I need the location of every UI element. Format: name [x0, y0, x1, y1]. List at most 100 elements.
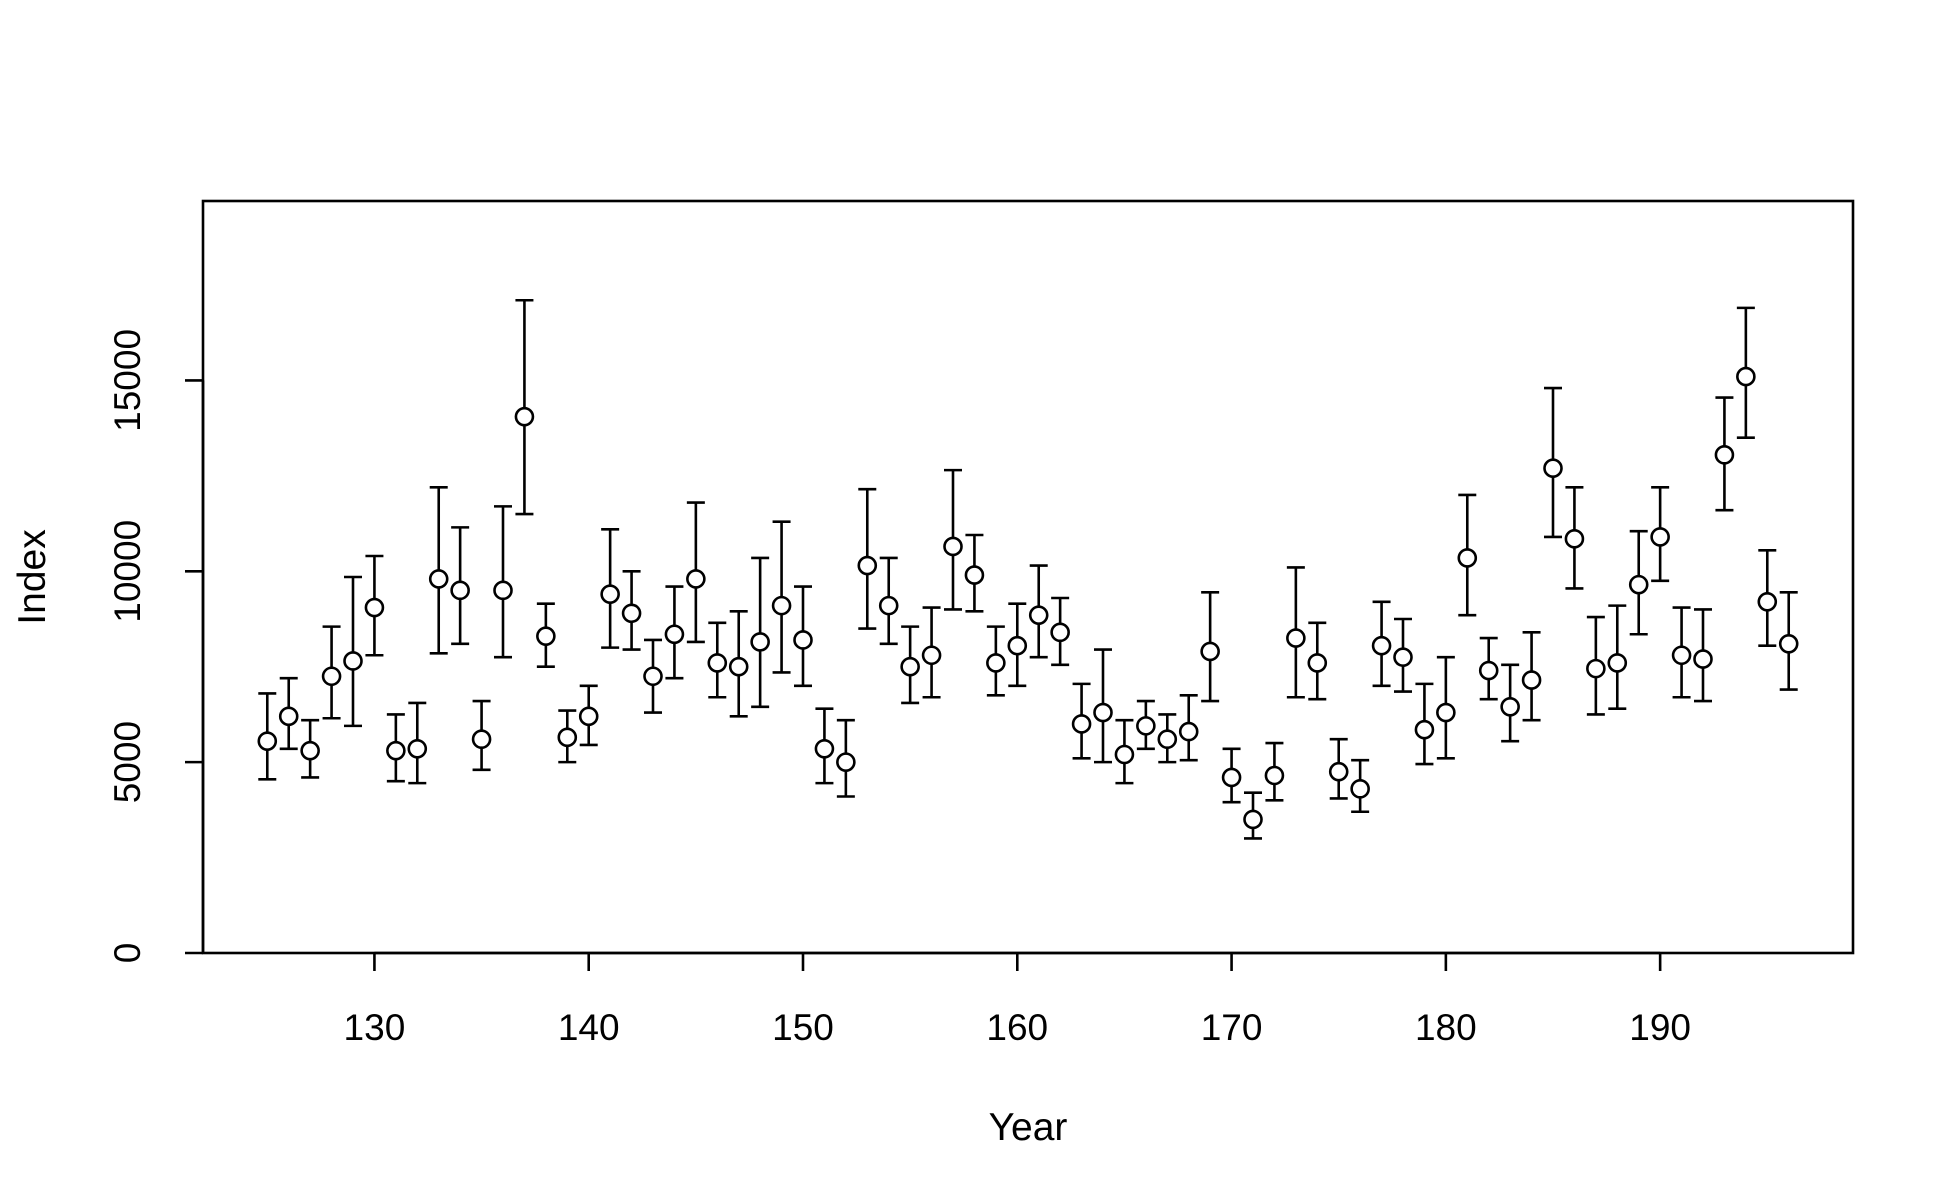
point-marker	[300, 740, 320, 761]
point-marker	[1371, 635, 1392, 656]
point-marker	[900, 656, 920, 677]
point-marker	[1136, 716, 1156, 736]
point-marker	[536, 626, 556, 646]
data-point	[1350, 758, 1370, 814]
data-point	[1693, 608, 1713, 703]
data-point	[686, 501, 706, 644]
point-marker	[1178, 721, 1199, 742]
point-marker	[1071, 714, 1092, 734]
y-axis: 0 5000 10000 15000	[107, 329, 205, 963]
point-marker	[1693, 649, 1713, 669]
point-marker	[664, 624, 685, 645]
data-point	[1200, 590, 1220, 703]
point-marker	[1586, 658, 1606, 679]
data-point	[600, 527, 620, 649]
data-point	[1478, 636, 1499, 701]
point-marker	[1628, 574, 1649, 595]
data-points	[257, 298, 1799, 840]
y-axis-label: Index	[11, 529, 54, 625]
y-tick-label: 5000	[107, 721, 148, 803]
data-point	[814, 707, 835, 785]
data-point	[278, 676, 299, 751]
plot-frame	[201, 199, 1855, 955]
point-marker	[1328, 761, 1349, 782]
point-marker	[1050, 622, 1070, 643]
point-marker	[793, 630, 813, 650]
data-point	[1436, 655, 1456, 760]
x-tick-label: 170	[1201, 1007, 1263, 1048]
point-marker	[1671, 645, 1692, 666]
point-marker	[1650, 527, 1670, 547]
data-point	[836, 718, 856, 798]
data-point	[1500, 663, 1520, 743]
point-marker	[686, 569, 706, 589]
data-point	[1521, 631, 1542, 722]
y-tick-label: 15000	[107, 329, 148, 432]
data-point	[364, 554, 385, 657]
data-point	[964, 533, 985, 613]
point-marker	[471, 729, 492, 750]
data-point	[857, 487, 878, 630]
point-marker	[578, 706, 599, 727]
x-tick-label: 160	[986, 1007, 1048, 1048]
point-marker	[1564, 529, 1585, 549]
point-marker	[1093, 702, 1113, 723]
data-point	[1243, 791, 1263, 840]
data-point	[1714, 396, 1735, 512]
data-point	[921, 606, 942, 699]
data-point	[493, 505, 513, 659]
point-marker	[600, 584, 620, 604]
data-point	[1607, 604, 1628, 710]
data-point	[1071, 682, 1092, 760]
data-point	[1586, 615, 1606, 716]
point-marker	[557, 727, 578, 748]
data-point	[621, 569, 642, 651]
data-point	[943, 468, 963, 611]
x-axis-label: Year	[989, 1106, 1068, 1149]
data-point	[1264, 741, 1285, 802]
data-point	[1007, 602, 1028, 688]
data-point	[878, 556, 899, 646]
point-marker	[943, 536, 963, 557]
data-point	[750, 556, 770, 709]
data-point	[1457, 493, 1478, 617]
data-point	[793, 585, 813, 688]
point-marker	[621, 603, 642, 624]
point-marker	[836, 752, 856, 772]
data-point	[1221, 747, 1242, 804]
data-point	[1093, 648, 1113, 764]
point-marker	[493, 580, 513, 601]
x-axis: 130 140 150 160 170 180 190	[344, 951, 1691, 1048]
point-marker	[986, 653, 1006, 673]
point-marker	[407, 738, 428, 759]
point-marker	[1757, 592, 1778, 612]
data-point	[1178, 694, 1199, 762]
point-marker	[878, 595, 899, 616]
data-point	[728, 610, 749, 718]
data-point	[407, 701, 428, 785]
point-marker	[1414, 719, 1435, 740]
point-marker	[428, 569, 449, 589]
point-marker	[1028, 605, 1049, 625]
point-marker	[278, 706, 299, 727]
point-marker	[386, 740, 406, 761]
data-point	[900, 625, 920, 705]
point-marker	[450, 580, 470, 601]
data-point	[664, 585, 685, 680]
x-tick-label: 140	[558, 1007, 620, 1048]
point-marker	[1393, 647, 1413, 667]
data-point	[1628, 529, 1649, 636]
point-marker	[643, 666, 663, 687]
data-point	[386, 713, 406, 783]
x-tick-label: 150	[772, 1007, 834, 1048]
point-marker	[857, 555, 878, 576]
x-tick-label: 130	[344, 1007, 406, 1048]
data-point	[300, 718, 320, 779]
point-marker	[1607, 653, 1628, 673]
point-marker	[814, 738, 835, 759]
data-point	[321, 625, 342, 720]
point-marker	[1521, 670, 1542, 690]
point-marker	[1307, 653, 1328, 673]
data-point	[428, 485, 449, 655]
